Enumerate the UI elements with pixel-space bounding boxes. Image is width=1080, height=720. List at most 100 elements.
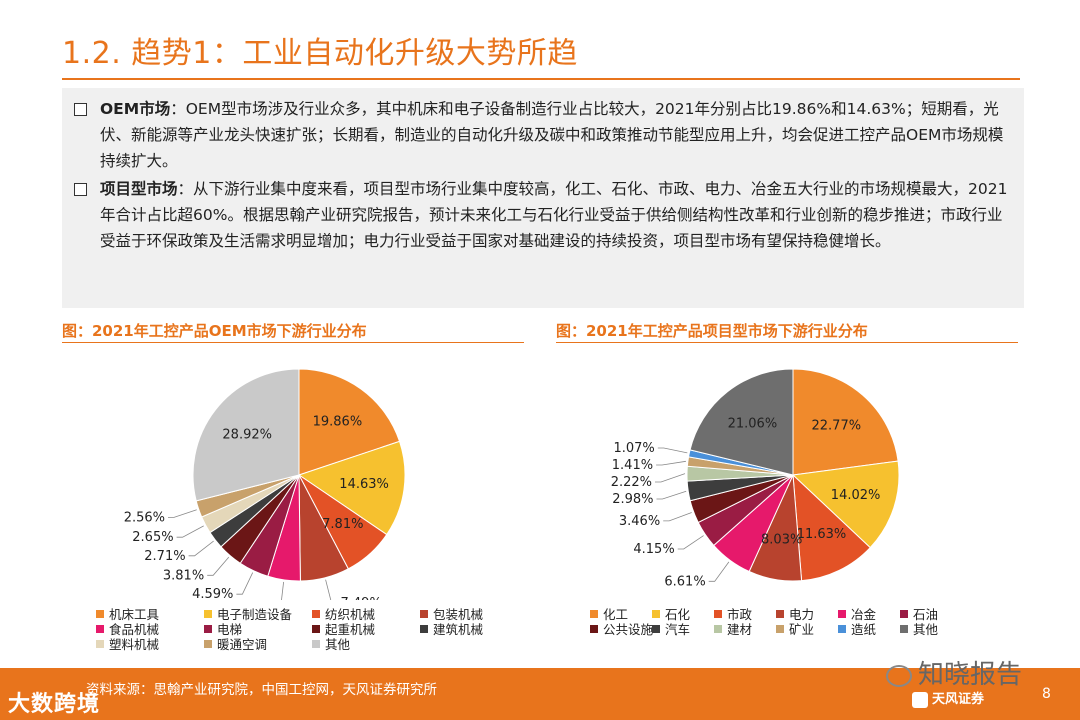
legend-label: 其他 <box>325 637 351 652</box>
chart-title-rule <box>62 342 524 343</box>
project-legend: 化工 石化 市政 电力 冶金 石油 公共设施 汽车 建材 矿业 造纸 其他 <box>590 606 962 637</box>
data-label: 21.06% <box>728 416 778 431</box>
legend-swatch <box>204 624 212 633</box>
legend-swatch <box>590 624 598 633</box>
legend-swatch <box>204 639 212 648</box>
title-divider <box>62 78 1020 80</box>
legend-swatch <box>838 609 846 618</box>
legend-item: 市政 <box>714 606 776 622</box>
bullet-text: ：OEM型市场涉及行业众多，其中机床和电子设备制造行业占比较大，2021年分别占… <box>100 100 1004 170</box>
legend-label: 石油 <box>913 607 939 622</box>
legend-item: 食品机械 <box>96 621 204 637</box>
legend-swatch <box>714 624 722 633</box>
legend-item: 暖通空调 <box>204 636 312 652</box>
data-label: 7.49% <box>341 596 382 600</box>
data-label: 4.15% <box>633 542 674 557</box>
legend-swatch <box>652 624 660 633</box>
legend-label: 造纸 <box>851 622 877 637</box>
legend-swatch <box>900 624 908 633</box>
data-label: 6.61% <box>664 574 705 589</box>
legend-swatch <box>652 609 660 618</box>
legend-label: 建材 <box>727 622 753 637</box>
legend-label: 塑料机械 <box>109 637 160 652</box>
data-label: 3.46% <box>619 514 660 529</box>
data-label: 19.86% <box>313 415 363 430</box>
data-label: 4.59% <box>192 587 233 600</box>
legend-item: 电梯 <box>204 621 312 637</box>
data-label: 2.56% <box>124 510 165 525</box>
logo-icon <box>912 691 928 708</box>
leader-line <box>677 535 704 550</box>
data-label: 8.03% <box>761 533 802 548</box>
pie-slice-0 <box>298 368 401 476</box>
legend-swatch <box>838 624 846 633</box>
legend-item: 矿业 <box>776 621 838 637</box>
legend-item: 起重机械 <box>312 621 420 637</box>
legend-item: 化工 <box>590 606 652 622</box>
legend-item: 其他 <box>312 636 420 652</box>
leader-line <box>168 509 197 518</box>
legend-label: 市政 <box>727 607 753 622</box>
legend-swatch <box>420 624 428 633</box>
chart-title-project: 图：2021年工控产品项目型市场下游行业分布 <box>556 322 868 340</box>
pie-slice-1 <box>297 440 406 536</box>
legend-swatch <box>420 609 428 618</box>
oem-legend: 机床工具 电子制造设备 纺织机械 包装机械食品机械 电梯 起重机械 建筑机械塑料机械 暖通空调… <box>96 606 528 652</box>
legend-label: 建筑机械 <box>433 622 484 637</box>
watermark: 知晓报告 <box>886 654 1022 691</box>
pie-slice-10 <box>192 368 300 502</box>
legend-swatch <box>776 609 784 618</box>
legend-item: 汽车 <box>652 621 714 637</box>
data-label: 14.63% <box>339 477 389 492</box>
checkbox-square-icon <box>74 183 87 196</box>
leader-line <box>708 561 730 582</box>
source-note: 资料来源：思翰产业研究院，中国工控网，天风证券研究所 <box>86 682 437 698</box>
leader-line <box>656 460 686 466</box>
legend-label: 冶金 <box>851 607 877 622</box>
legend-item: 电子制造设备 <box>204 606 312 622</box>
legend-label: 汽车 <box>665 622 691 637</box>
legend-label: 电子制造设备 <box>217 607 293 622</box>
legend-label: 石化 <box>665 607 691 622</box>
data-label: 1.07% <box>613 441 654 456</box>
data-label: 2.65% <box>132 530 173 545</box>
legend-swatch <box>96 624 104 633</box>
checkbox-square-icon <box>74 103 87 116</box>
legend-swatch <box>204 609 212 618</box>
legend-swatch <box>900 609 908 618</box>
legend-label: 电力 <box>789 607 815 622</box>
data-label: 11.63% <box>797 527 847 542</box>
pie-slice-0 <box>792 368 899 476</box>
data-label: 7.81% <box>322 517 363 532</box>
company-logo: 天风证券 <box>912 688 984 708</box>
legend-item: 建筑机械 <box>420 621 528 637</box>
data-label: 2.22% <box>611 475 652 490</box>
data-label: 3.81% <box>163 568 204 583</box>
legend-label: 其他 <box>913 622 939 637</box>
legend-item: 塑料机械 <box>96 636 204 652</box>
legend-item: 电力 <box>776 606 838 622</box>
legend-swatch <box>96 639 104 648</box>
legend-label: 机床工具 <box>109 607 160 622</box>
legend-item: 造纸 <box>838 621 900 637</box>
bullet-heading: OEM市场 <box>100 100 171 118</box>
chart-title-oem: 图：2021年工控产品OEM市场下游行业分布 <box>62 322 367 340</box>
legend-item: 冶金 <box>838 606 900 622</box>
legend-label: 纺织机械 <box>325 607 376 622</box>
pie-slice-2 <box>792 473 871 582</box>
legend-item: 包装机械 <box>420 606 528 622</box>
chart-title-rule <box>556 342 1018 343</box>
legend-label: 化工 <box>603 607 629 622</box>
legend-item: 机床工具 <box>96 606 204 622</box>
legend-label: 食品机械 <box>109 622 160 637</box>
legend-label: 电梯 <box>217 622 243 637</box>
legend-swatch <box>312 624 320 633</box>
legend-item: 其他 <box>900 621 962 637</box>
legend-swatch <box>590 609 598 618</box>
leader-line <box>236 572 254 595</box>
oem-pie-chart: 19.86%14.63%7.81%28.92%7.49%4.97%4.59%3.… <box>124 368 406 600</box>
summary-panel: OEM市场：OEM型市场涉及行业众多，其中机床和电子设备制造行业占比较大，202… <box>62 88 1024 308</box>
legend-item: 石油 <box>900 606 962 622</box>
leader-line <box>663 512 692 522</box>
leader-line <box>188 540 214 557</box>
